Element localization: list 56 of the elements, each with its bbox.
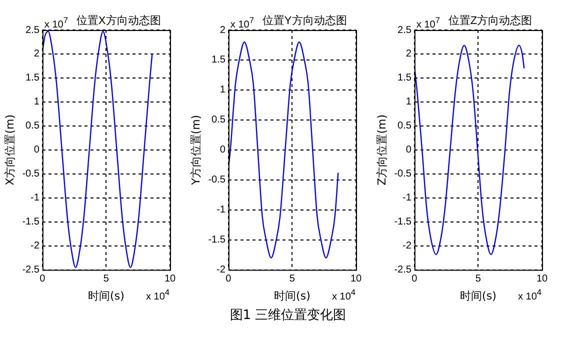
y-tick-label: -0.5 [394, 168, 412, 180]
annotation: x 10$^{7}$ [416, 15, 440, 30]
line-series [42, 30, 153, 268]
y-tick-label: 1.5 [212, 54, 226, 66]
y-tick-label: 1 [34, 96, 40, 108]
text: x 10$^{4}$ [332, 286, 356, 302]
y-axis-title: Y方向位置(m) [189, 114, 202, 186]
x-tick-label: 10 [536, 274, 548, 285]
text: x 10$^{4}$ [146, 286, 170, 302]
x-tick-label: 5 [103, 274, 110, 285]
y-tick-label: 2.5 [398, 24, 412, 36]
text: 图1 三维位置变化图 [228, 307, 348, 324]
y-tick-label: -1 [402, 192, 412, 204]
y-axis-title: Z方向位置(m) [375, 114, 388, 186]
y-tick-label: -1.5 [394, 216, 412, 228]
y-tick-label: 0.5 [212, 114, 226, 126]
y-tick-label: -0.5 [22, 168, 40, 180]
y-tick-label: 2 [34, 48, 40, 60]
y-axis-title: X方向位置(m) [3, 114, 16, 186]
y-tick-label: -1 [216, 204, 226, 216]
y-tick-label: -1.5 [208, 234, 226, 246]
y-tick-label: 0.5 [398, 120, 412, 132]
line-series [228, 41, 339, 258]
y-tick-label: 2 [220, 24, 226, 36]
y-tick-label: -2 [216, 264, 226, 276]
chart-title: 位置Y方向动态图 [262, 15, 347, 27]
annotation: x 10$^{7}$ [230, 15, 254, 30]
y-tick-label: -2 [30, 240, 40, 252]
x-tick-label: 5 [289, 274, 296, 285]
chart-title: 位置X方向动态图 [76, 15, 161, 27]
y-tick-label: -2.5 [394, 264, 412, 276]
text: x 10$^{4}$ [518, 286, 542, 302]
y-tick-label: 0 [220, 144, 226, 156]
x-axis-title: 时间(s) [460, 289, 496, 302]
x-tick-label: 10 [350, 274, 362, 285]
y-tick-label: 1 [406, 96, 412, 108]
annotation: x 10$^{7}$ [44, 15, 68, 30]
y-tick-label: -0.5 [208, 174, 226, 186]
y-tick-label: 0.5 [26, 120, 40, 132]
x-tick-label: 5 [475, 274, 482, 285]
y-tick-label: -1 [30, 192, 40, 204]
y-tick-label: -1.5 [22, 216, 40, 228]
y-tick-label: -2.5 [22, 264, 40, 276]
line-series [414, 44, 525, 256]
y-tick-label: -2 [402, 240, 412, 252]
y-tick-label: 1.5 [26, 72, 40, 84]
x-axis-title: 时间(s) [274, 289, 310, 302]
y-tick-label: 1.5 [398, 72, 412, 84]
chart-title: 位置Z方向动态图 [448, 15, 532, 27]
x-tick-label: 10 [164, 274, 176, 285]
y-tick-label: 2.5 [26, 24, 40, 36]
y-tick-label: 1 [220, 84, 226, 96]
y-tick-label: 2 [406, 48, 412, 60]
x-axis-title: 时间(s) [88, 289, 124, 302]
y-tick-label: 0 [34, 144, 40, 156]
y-tick-label: 0 [406, 144, 412, 156]
